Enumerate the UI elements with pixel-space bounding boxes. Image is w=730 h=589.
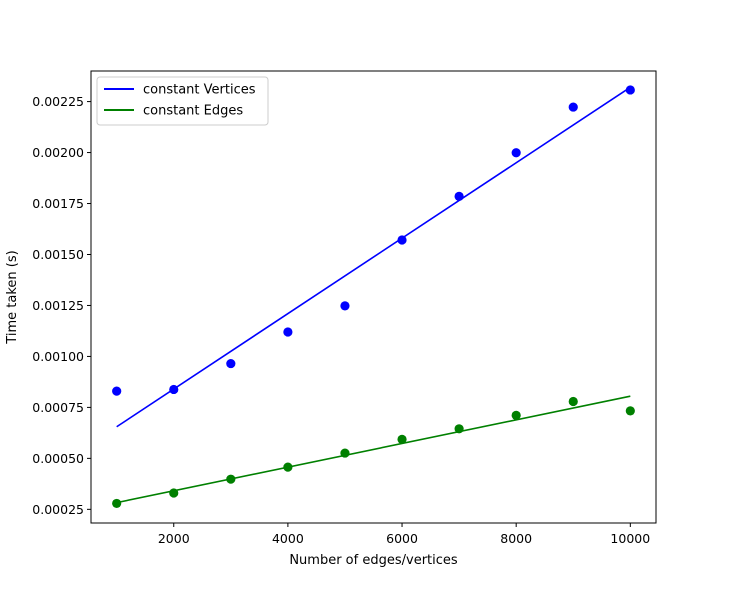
data-point-constant-edges xyxy=(625,406,635,416)
data-point-constant-vertices xyxy=(511,148,521,158)
data-point-constant-vertices xyxy=(169,384,179,395)
legend-label-constant-vertices: constant Vertices xyxy=(143,83,256,98)
data-point-constant-vertices xyxy=(283,327,293,337)
plot-area xyxy=(112,85,635,509)
legend-label-constant-edges: constant Edges xyxy=(143,104,243,119)
data-point-constant-edges xyxy=(397,434,407,445)
data-point-constant-edges xyxy=(226,474,236,484)
fit-line-constant-vertices xyxy=(116,86,631,428)
data-point-constant-vertices xyxy=(568,102,578,112)
y-tick-label: 0.00050 xyxy=(32,451,84,466)
data-point-constant-edges xyxy=(454,424,464,434)
x-axis-label: Number of edges/vertices xyxy=(289,553,458,568)
data-point-constant-edges xyxy=(169,488,179,498)
y-tick-label: 0.00075 xyxy=(32,400,84,415)
data-point-constant-edges xyxy=(340,448,350,458)
data-point-constant-vertices xyxy=(340,301,350,311)
y-tick-label: 0.00175 xyxy=(32,196,84,211)
data-point-constant-edges xyxy=(511,410,521,420)
data-point-constant-vertices xyxy=(454,191,464,201)
x-tick-label: 8000 xyxy=(500,531,532,546)
y-axis: 0.00025 0.00050 0.00075 0.00100 0.00125 0.001… xyxy=(32,94,91,517)
y-tick-label: 0.00150 xyxy=(32,247,84,262)
x-tick-label: 10000 xyxy=(610,531,650,546)
data-point-constant-edges xyxy=(283,462,293,472)
x-axis: 2000 4000 6000 8000 10000 xyxy=(158,523,650,546)
axes-frame xyxy=(90,70,657,524)
data-point-constant-vertices xyxy=(226,358,236,369)
data-point-constant-edges xyxy=(568,396,578,407)
x-tick-label: 2000 xyxy=(158,531,190,546)
y-tick-label: 0.00025 xyxy=(32,502,84,517)
x-tick-label: 4000 xyxy=(272,531,304,546)
y-tick-label: 0.00100 xyxy=(32,349,84,364)
legend: constant Vertices constant Edges xyxy=(96,76,269,126)
legend-box xyxy=(96,76,269,126)
y-axis-label: Time taken (s) xyxy=(5,250,20,344)
y-tick-label: 0.00200 xyxy=(32,145,84,160)
y-tick-label: 0.00125 xyxy=(32,298,84,313)
data-point-constant-vertices xyxy=(112,386,122,396)
data-point-constant-vertices xyxy=(625,85,635,95)
data-point-constant-vertices xyxy=(397,235,407,245)
x-tick-label: 6000 xyxy=(386,531,418,546)
data-point-constant-edges xyxy=(112,498,122,509)
y-tick-label: 0.00225 xyxy=(32,94,84,109)
fit-line-constant-edges xyxy=(116,395,631,504)
